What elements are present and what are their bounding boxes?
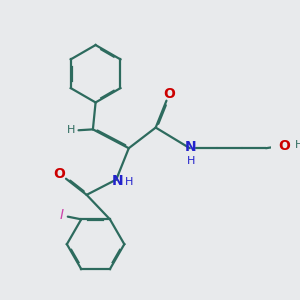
- Text: N: N: [111, 173, 123, 188]
- Text: O: O: [53, 167, 65, 181]
- Text: I: I: [59, 208, 64, 222]
- Text: O: O: [163, 87, 175, 101]
- Text: H: H: [67, 125, 76, 135]
- Text: N: N: [185, 140, 197, 154]
- Text: H: H: [295, 140, 300, 150]
- Text: H: H: [187, 156, 195, 166]
- Text: H: H: [124, 177, 133, 187]
- Text: O: O: [278, 140, 290, 153]
